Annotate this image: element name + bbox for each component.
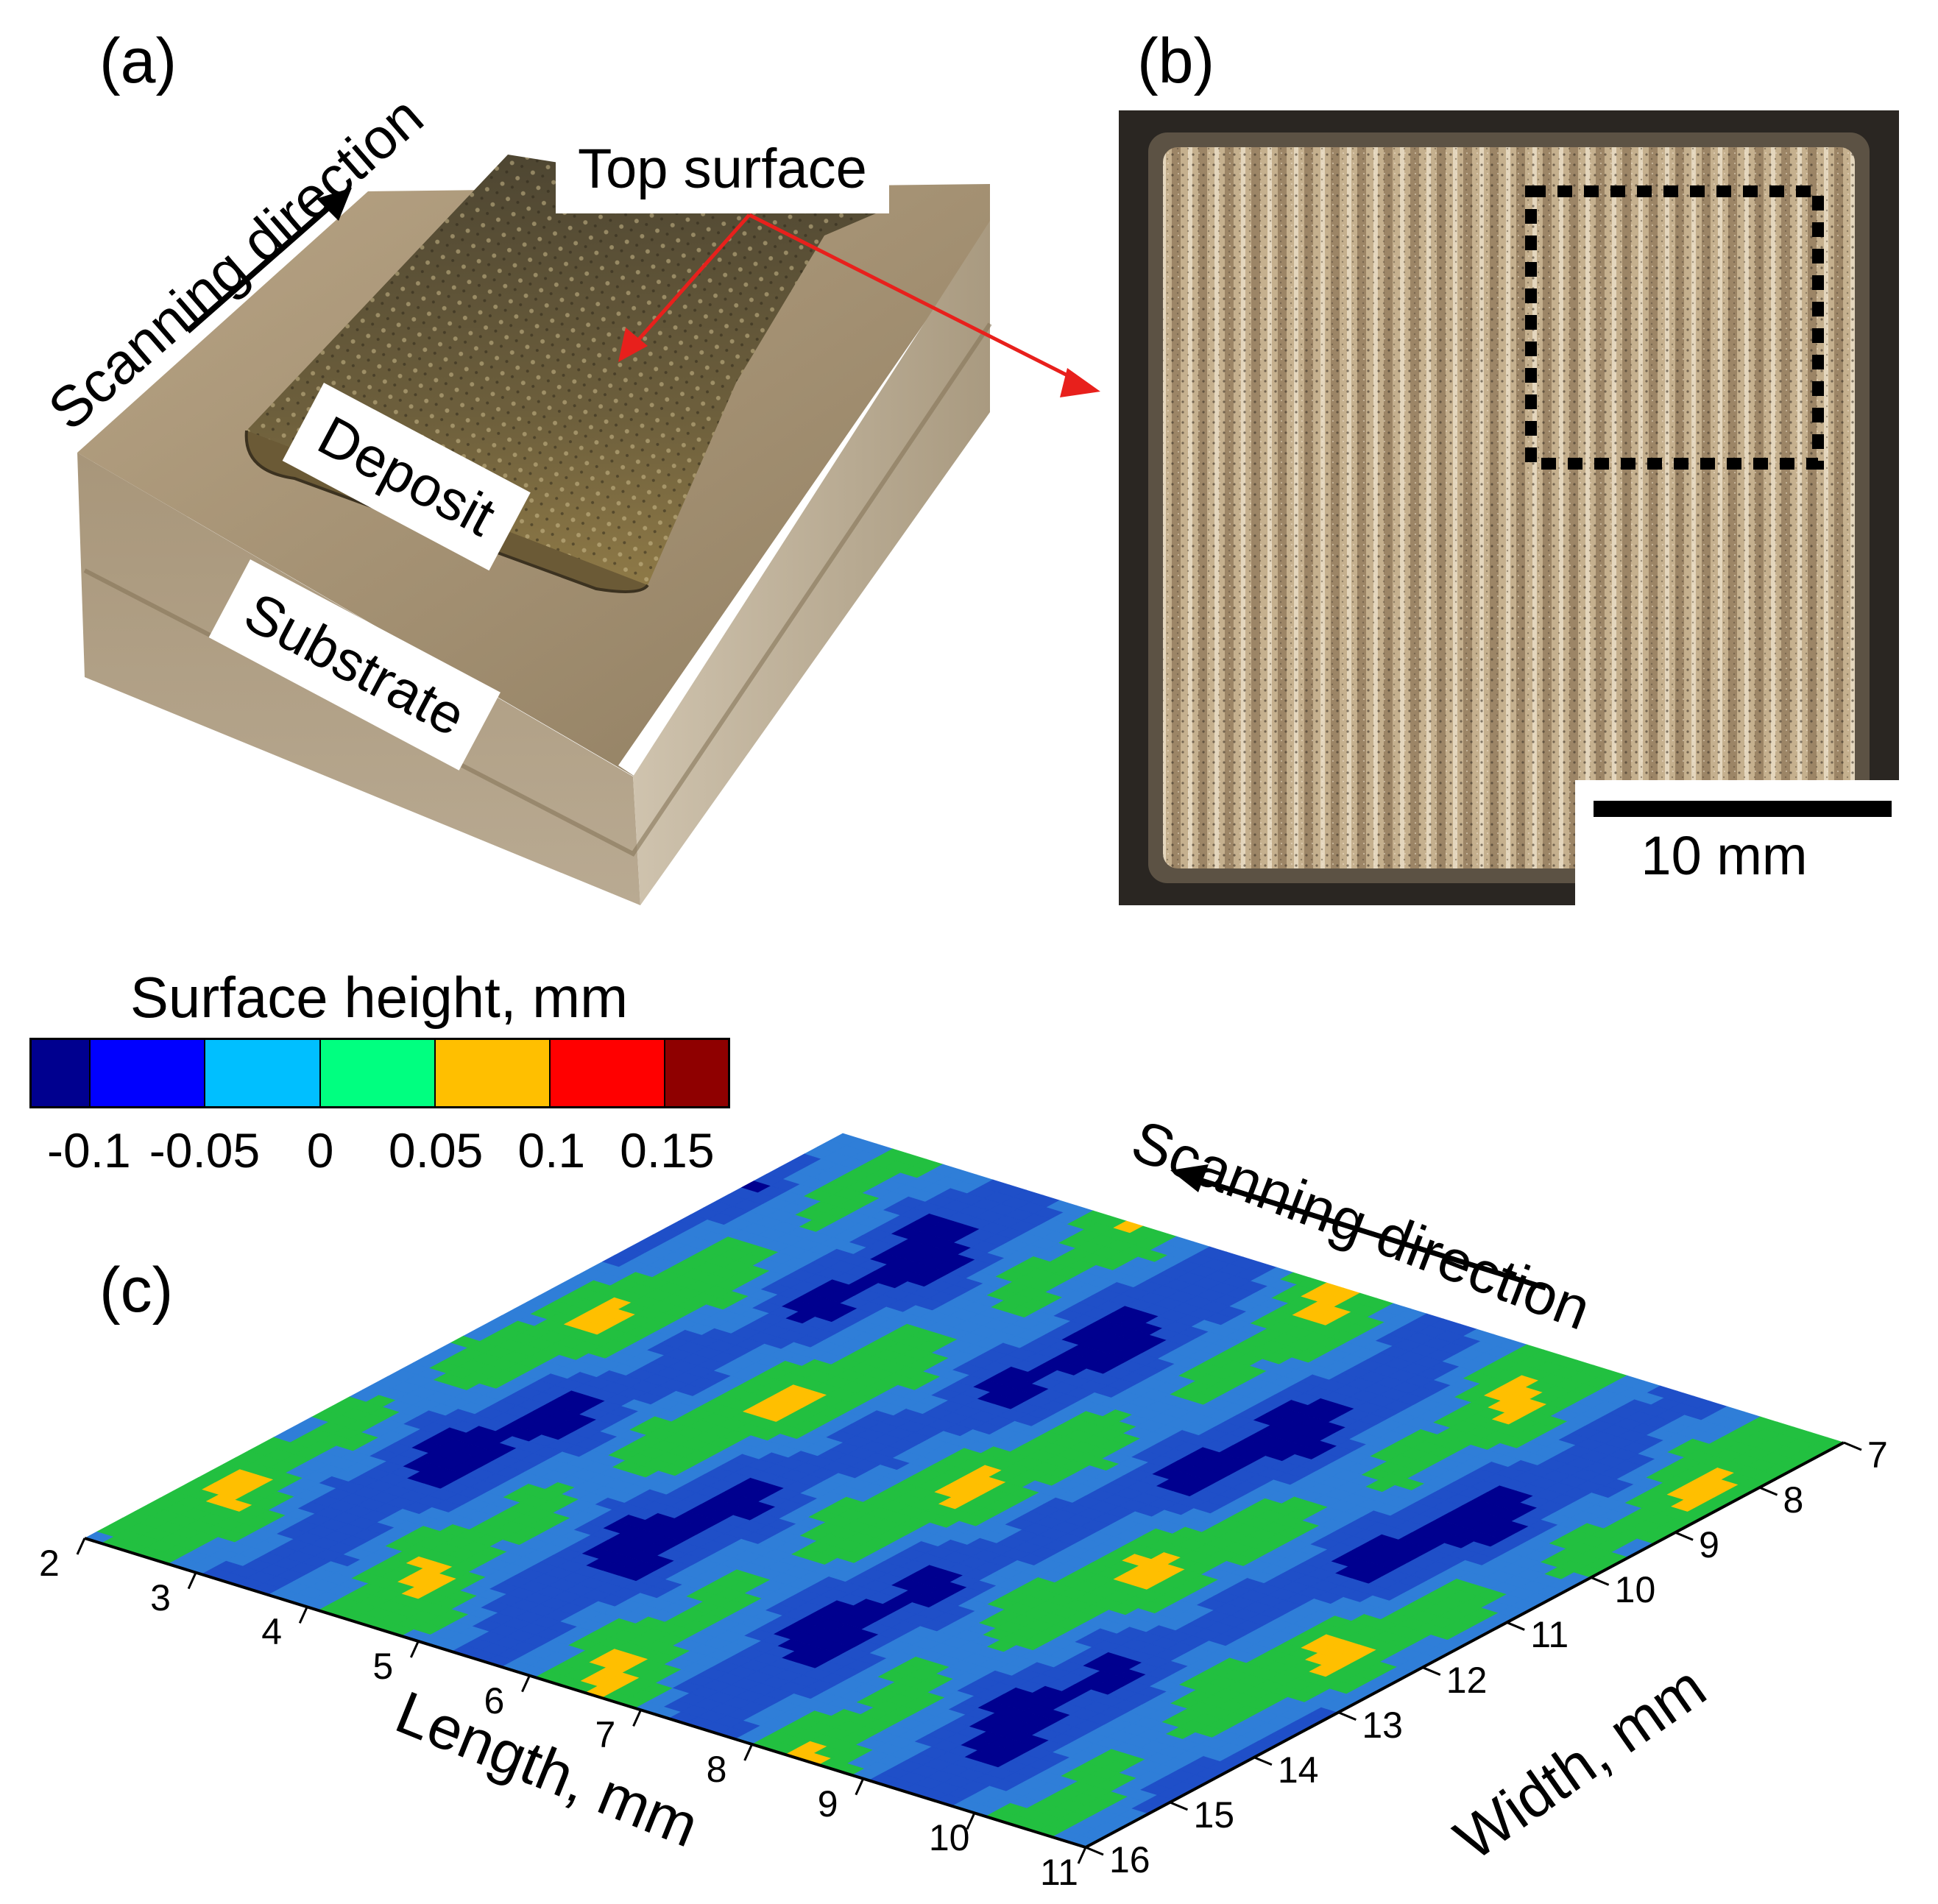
y-tick bbox=[1169, 1801, 1189, 1811]
colorbar-title: Surface height, mm bbox=[130, 965, 629, 1030]
x-tick-label: 11 bbox=[1040, 1852, 1078, 1893]
scale-bar-label: 10 mm bbox=[1641, 825, 1808, 886]
x-tick-label: 10 bbox=[928, 1817, 970, 1859]
x-tick bbox=[298, 1606, 308, 1624]
x-tick-label: 6 bbox=[484, 1680, 505, 1721]
y-tick bbox=[1843, 1441, 1862, 1451]
y-tick bbox=[1422, 1666, 1441, 1676]
colorbar-tick-label: -0.1 bbox=[47, 1123, 131, 1178]
colorbar-segment bbox=[91, 1040, 206, 1106]
panel-label-b: (b) bbox=[1137, 26, 1215, 96]
y-tick-label: 7 bbox=[1867, 1434, 1888, 1476]
x-tick bbox=[632, 1709, 642, 1727]
y-tick bbox=[1591, 1576, 1610, 1586]
x-tick-label: 8 bbox=[706, 1749, 727, 1790]
y-tick-label: 15 bbox=[1193, 1794, 1235, 1836]
x-tick-label: 2 bbox=[39, 1543, 60, 1584]
colorbar-tick-label: 0.1 bbox=[517, 1123, 586, 1178]
y-tick-label: 13 bbox=[1362, 1704, 1403, 1746]
colorbar bbox=[29, 1038, 730, 1108]
colorbar-segment bbox=[320, 1040, 436, 1106]
y-tick bbox=[1085, 1846, 1104, 1856]
deposit-top-photo bbox=[1119, 110, 1899, 905]
y-tick bbox=[1337, 1711, 1357, 1721]
colorbar-segment bbox=[205, 1040, 321, 1106]
scale-bar bbox=[1594, 801, 1892, 817]
y-tick-label: 14 bbox=[1277, 1749, 1319, 1791]
colorbar-segment bbox=[665, 1040, 728, 1106]
x-tick-label: 7 bbox=[595, 1714, 616, 1756]
colorbar-tick-label: 0.05 bbox=[388, 1123, 484, 1178]
y-tick-label: 11 bbox=[1530, 1614, 1569, 1656]
x-tick-label: 5 bbox=[372, 1646, 394, 1687]
x-axis-title: Length, mm bbox=[386, 1678, 708, 1861]
x-tick bbox=[1077, 1847, 1087, 1864]
y-tick-label: 12 bbox=[1446, 1659, 1488, 1701]
x-tick bbox=[76, 1537, 86, 1555]
colorbar-segment bbox=[550, 1040, 665, 1106]
colorbar-segment bbox=[32, 1040, 91, 1106]
x-tick bbox=[187, 1572, 197, 1590]
y-tick bbox=[1758, 1486, 1778, 1496]
y-tick-label: 16 bbox=[1109, 1839, 1150, 1880]
colorbar-tick-label: 0.15 bbox=[620, 1123, 715, 1178]
x-tick-label: 3 bbox=[150, 1576, 171, 1618]
panel-label-c: (c) bbox=[99, 1255, 174, 1326]
y-tick bbox=[1506, 1621, 1525, 1631]
y-tick bbox=[1674, 1531, 1694, 1541]
y-tick-label: 8 bbox=[1783, 1479, 1804, 1521]
colorbar-tick-label: -0.05 bbox=[149, 1123, 261, 1178]
colorbar-tick-label: 0 bbox=[306, 1123, 334, 1178]
x-tick bbox=[409, 1641, 420, 1658]
x-tick bbox=[521, 1675, 531, 1693]
y-axis-line bbox=[1085, 1441, 1845, 1849]
x-tick bbox=[743, 1744, 754, 1761]
top-surface-callout: Top surface bbox=[556, 125, 889, 213]
pointer-arrow-panel-b bbox=[1060, 368, 1100, 397]
y-tick-label: 9 bbox=[1699, 1524, 1719, 1566]
colorbar-segment bbox=[435, 1040, 551, 1106]
y-tick bbox=[1253, 1756, 1273, 1766]
scan-arrow-c bbox=[1170, 1164, 1547, 1291]
y-tick-label: 10 bbox=[1614, 1569, 1656, 1611]
sample-photo bbox=[77, 155, 1100, 905]
x-tick-label: 4 bbox=[261, 1611, 283, 1653]
x-tick bbox=[855, 1778, 865, 1796]
x-tick-label: 9 bbox=[817, 1783, 838, 1825]
